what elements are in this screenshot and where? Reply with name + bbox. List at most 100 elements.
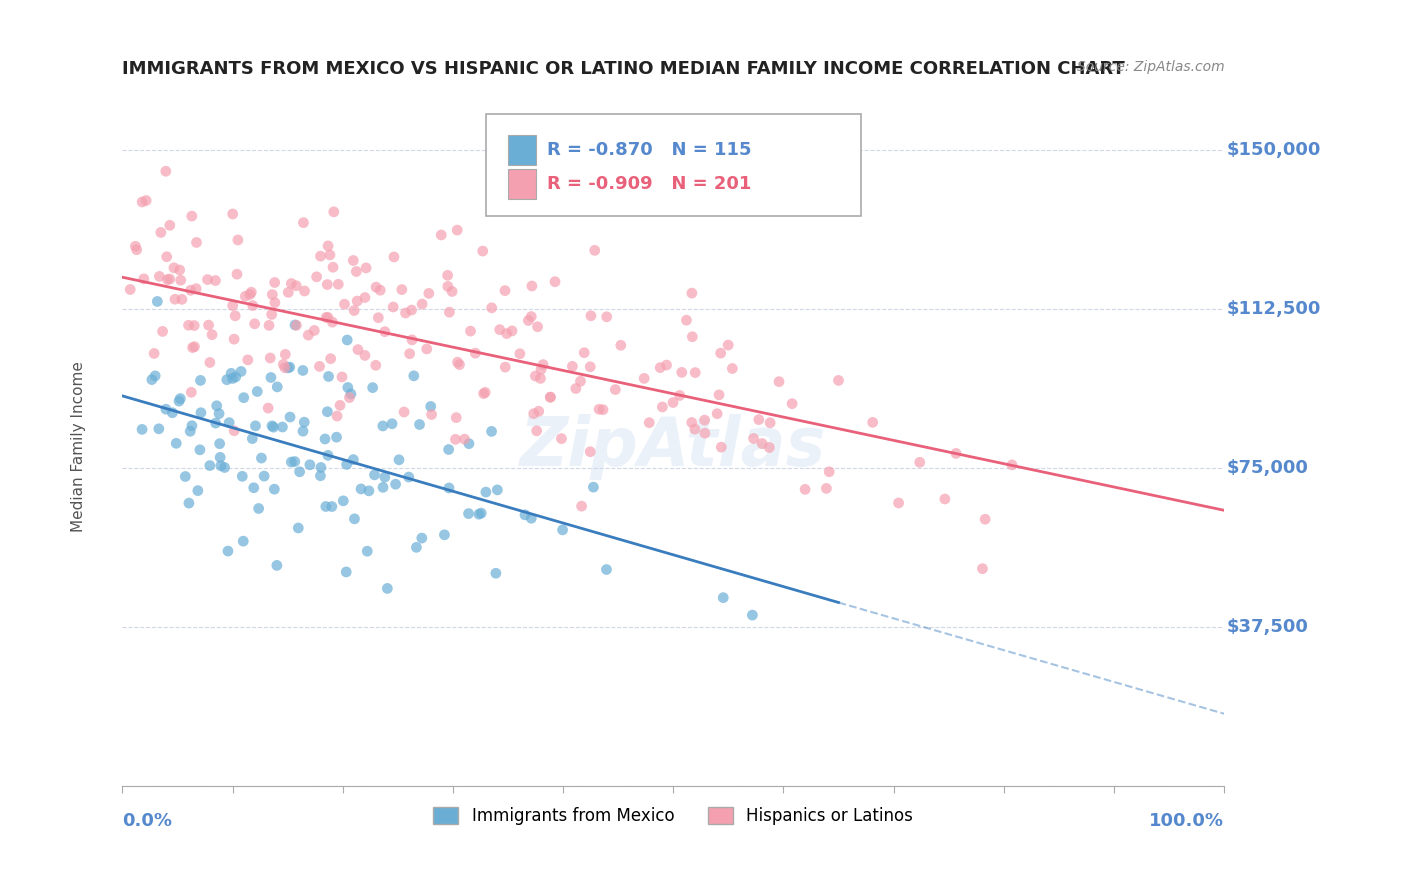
Point xyxy=(266,380,288,394)
Point xyxy=(354,291,377,305)
Point xyxy=(538,390,561,404)
Point xyxy=(972,562,994,576)
Point xyxy=(551,523,574,537)
Point xyxy=(446,223,468,237)
Point xyxy=(322,204,344,219)
Point xyxy=(125,243,148,257)
Point xyxy=(495,326,517,341)
Point xyxy=(321,500,343,514)
Text: 0.0%: 0.0% xyxy=(122,813,173,830)
Point xyxy=(180,385,202,400)
Point xyxy=(170,273,193,287)
Point xyxy=(263,276,285,290)
Point xyxy=(250,451,273,466)
Point xyxy=(364,280,387,294)
Point xyxy=(934,491,956,506)
Point xyxy=(405,541,427,555)
Point xyxy=(236,352,259,367)
Point xyxy=(124,239,146,253)
Point xyxy=(263,295,285,310)
Text: ZipAtlas: ZipAtlas xyxy=(520,414,827,480)
Bar xyxy=(508,169,536,199)
Point xyxy=(277,285,299,300)
Point xyxy=(309,468,332,483)
Point xyxy=(675,313,697,327)
Point xyxy=(908,455,931,469)
Point xyxy=(188,442,211,457)
Point xyxy=(280,455,302,469)
Point xyxy=(446,355,468,369)
Point xyxy=(316,239,339,253)
Point xyxy=(242,299,264,313)
Point xyxy=(131,422,153,436)
Point xyxy=(582,480,605,494)
Point xyxy=(326,409,349,423)
Point xyxy=(681,330,703,344)
Point xyxy=(544,275,567,289)
Point xyxy=(190,373,212,387)
Point xyxy=(174,469,197,483)
Point xyxy=(494,284,516,298)
Text: $37,500: $37,500 xyxy=(1226,618,1308,636)
Point xyxy=(292,415,315,429)
Point xyxy=(319,248,342,262)
Point xyxy=(513,508,536,522)
Point xyxy=(350,482,373,496)
Point xyxy=(274,360,297,375)
Point xyxy=(381,417,404,431)
Point xyxy=(321,315,343,329)
Point xyxy=(263,482,285,496)
Point xyxy=(224,309,246,323)
Point xyxy=(183,340,205,354)
Text: Source: ZipAtlas.com: Source: ZipAtlas.com xyxy=(1077,61,1225,74)
Point xyxy=(332,493,354,508)
Point xyxy=(780,397,803,411)
Point xyxy=(457,507,479,521)
Point xyxy=(316,277,339,292)
Text: R = -0.909   N = 201: R = -0.909 N = 201 xyxy=(547,175,751,193)
Point xyxy=(464,346,486,360)
Point xyxy=(710,440,733,454)
Point xyxy=(439,305,461,319)
Point xyxy=(363,467,385,482)
Point xyxy=(262,287,284,301)
Point xyxy=(214,460,236,475)
Point xyxy=(260,418,283,433)
Point xyxy=(177,318,200,333)
Point xyxy=(336,333,359,347)
Point xyxy=(186,282,208,296)
Point xyxy=(245,418,267,433)
Point xyxy=(187,483,209,498)
Point xyxy=(707,388,730,402)
Point xyxy=(167,394,190,409)
Point xyxy=(453,432,475,446)
Point xyxy=(148,269,170,284)
Point xyxy=(711,591,734,605)
Point xyxy=(135,194,157,208)
Point xyxy=(219,367,242,381)
Point xyxy=(240,432,263,446)
Point xyxy=(357,483,380,498)
Point xyxy=(818,465,841,479)
Text: $150,000: $150,000 xyxy=(1226,141,1320,159)
Point xyxy=(651,400,673,414)
Point xyxy=(610,338,633,352)
Point xyxy=(180,209,202,223)
Point xyxy=(710,346,733,360)
Point xyxy=(204,274,226,288)
Point xyxy=(229,364,252,378)
Point xyxy=(143,368,166,383)
Point xyxy=(277,360,299,375)
Point xyxy=(284,318,307,332)
Point xyxy=(278,410,301,425)
Point xyxy=(226,267,249,281)
Point xyxy=(531,358,554,372)
Point xyxy=(292,216,315,230)
Point xyxy=(354,260,377,275)
Point xyxy=(287,521,309,535)
Point xyxy=(398,470,420,484)
Point xyxy=(271,420,294,434)
Point xyxy=(401,333,423,347)
Point xyxy=(759,416,782,430)
Point xyxy=(243,317,266,331)
